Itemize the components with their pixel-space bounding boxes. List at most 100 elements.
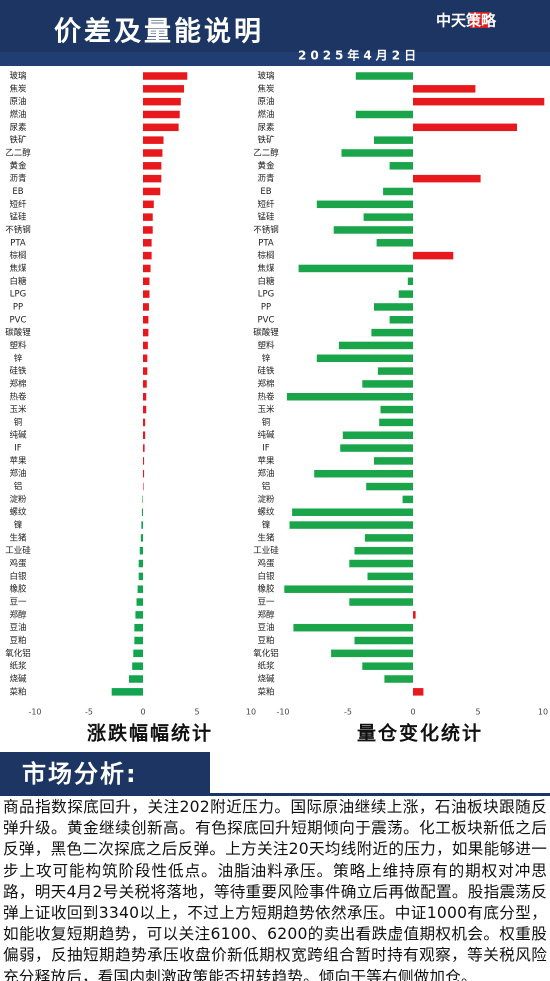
x-tick-label: 0 [140, 708, 145, 717]
bar [143, 380, 147, 388]
category-label: LPG [258, 290, 274, 300]
bar [143, 97, 181, 106]
category-label: PTA [258, 238, 274, 248]
bar [143, 354, 148, 363]
chart-area: 价差及量能说明 2025年4月2日 中天策略 涨跌幅幅统计 量仓变化统计 市场分… [0, 0, 550, 796]
category-label: 尿素 [257, 122, 275, 133]
category-label: PTA [10, 238, 26, 248]
bar [143, 457, 145, 465]
bar [366, 482, 413, 491]
category-label: 沥青 [9, 173, 26, 184]
analysis-text: 商品指数探底回升，关注202附近压力。国际原油继续上涨，石油板块跟随反弹升级。黄… [3, 798, 547, 981]
bar [133, 649, 143, 658]
bar [143, 444, 145, 452]
category-label: 生猪 [257, 532, 275, 543]
category-label: 黄金 [257, 160, 275, 171]
category-label: 焦炭 [257, 83, 275, 94]
x-tick-label: 5 [194, 708, 199, 717]
x-tick-label: 5 [475, 708, 480, 717]
category-label: 铝 [14, 481, 23, 492]
bar [413, 174, 481, 183]
bar [349, 598, 413, 606]
bar [413, 688, 424, 696]
category-label: 不锈钢 [5, 224, 31, 235]
bar [293, 623, 413, 632]
category-label: 玉米 [257, 404, 275, 415]
bar [363, 213, 413, 221]
bar [143, 213, 153, 221]
bar [286, 393, 413, 401]
bar [143, 136, 164, 144]
bar [284, 585, 413, 593]
category-label: 热卷 [9, 391, 27, 402]
category-label: 纯碱 [9, 430, 27, 441]
category-label: 淀粉 [257, 494, 275, 505]
category-label: EB [260, 187, 271, 197]
bar [143, 367, 148, 375]
bar [413, 611, 416, 619]
category-label: 菜粕 [257, 686, 274, 697]
category-label: 镍 [262, 520, 271, 531]
bar [143, 226, 153, 234]
bar [389, 316, 413, 324]
bar [143, 405, 147, 414]
bar [134, 623, 143, 632]
category-label: 玉米 [9, 404, 27, 415]
bar [292, 508, 413, 516]
category-label: 铁矿 [9, 135, 27, 146]
bar [111, 688, 143, 696]
bar [354, 636, 413, 645]
bar [132, 662, 143, 670]
bar [413, 97, 545, 106]
category-label: 豆油 [9, 622, 26, 633]
category-label: 碳酸锂 [253, 327, 279, 338]
category-label: 橡胶 [257, 584, 275, 595]
bar [143, 162, 162, 170]
category-label: 淀粉 [9, 494, 27, 505]
bar [143, 277, 150, 286]
analysis-rule [0, 793, 550, 796]
bar [384, 675, 413, 683]
header-date: 2025年4月2日 [298, 48, 420, 63]
category-label: 黄金 [9, 160, 27, 171]
category-label: 螺纹 [9, 507, 27, 518]
category-label: IF [262, 444, 270, 454]
bar [143, 418, 146, 427]
category-label: 铜 [262, 417, 271, 428]
bar [377, 367, 413, 375]
category-label: 郑醇 [257, 609, 275, 620]
bar [376, 239, 413, 247]
category-label: 焦炭 [9, 83, 27, 94]
category-label: 短纤 [9, 199, 27, 210]
logo-box [470, 12, 490, 28]
bar [407, 277, 413, 286]
category-label: 焦煤 [9, 263, 27, 274]
bar [355, 110, 413, 119]
bar [342, 431, 413, 439]
category-label: 铁矿 [257, 135, 275, 146]
bar [402, 495, 413, 504]
bar [138, 559, 143, 568]
category-label: 氧化铝 [5, 648, 31, 659]
category-label: 豆油 [257, 622, 274, 633]
bar [389, 162, 413, 170]
category-label: 棕榈 [9, 250, 26, 261]
bar [362, 380, 413, 388]
category-label: 工业硅 [253, 545, 279, 556]
category-label: 玻璃 [257, 71, 275, 82]
chart-title: 涨跌幅幅统计 [87, 722, 213, 745]
x-tick-label: -10 [28, 708, 41, 717]
x-tick-label: -5 [344, 708, 352, 717]
category-label: 玻璃 [9, 71, 27, 82]
bar [128, 675, 143, 683]
bar [142, 495, 143, 504]
bar [143, 110, 180, 119]
category-label: 豆粕 [9, 635, 26, 646]
bar [364, 534, 413, 542]
bar [333, 226, 413, 234]
category-label: 塑料 [257, 340, 275, 351]
bar [143, 393, 147, 401]
category-label: 乙二醇 [253, 147, 279, 158]
category-label: 白银 [9, 571, 27, 582]
bar [298, 264, 413, 273]
